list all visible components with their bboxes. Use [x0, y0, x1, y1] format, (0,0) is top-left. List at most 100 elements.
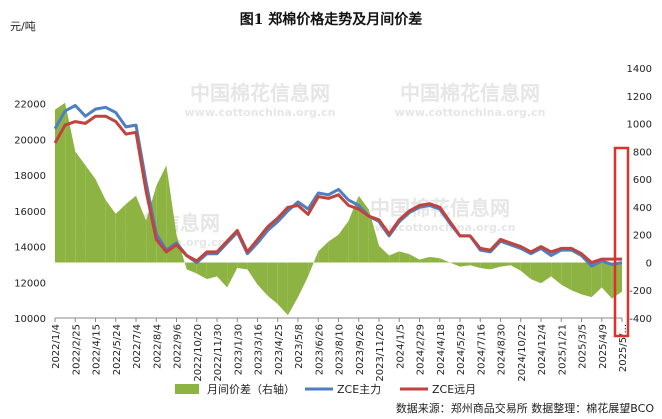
highlight-box [613, 146, 630, 338]
spread-bar [237, 262, 248, 270]
spread-bar [125, 195, 136, 263]
spread-bar [75, 151, 86, 263]
x-tick-label: 2023/6/26 [314, 324, 325, 375]
x-tick-label: 2024/5/29 [456, 324, 467, 375]
spread-bar [399, 251, 410, 263]
watermark-url: www.cottonchina.org.cn [185, 106, 336, 119]
spread-bar [298, 262, 309, 298]
right-tick-label: 200 [633, 231, 652, 242]
x-axis-ticks: 2022/1/4 2022/2/25 2022/4/15 2022/5/24 2022/… [51, 318, 629, 382]
spread-bar [510, 262, 521, 271]
spread-bar [85, 165, 96, 263]
right-tick-label: 0 [646, 258, 652, 269]
x-tick-label: 2022/2/25 [71, 324, 82, 375]
spread-bar [136, 195, 147, 263]
legend-label: ZCE远月 [432, 383, 476, 396]
watermark-text: 中国棉花信息网 [400, 81, 540, 105]
right-tick-label: 600 [633, 175, 652, 186]
spread-bar [267, 262, 278, 305]
spread-bar [368, 209, 379, 263]
spread-bar [439, 258, 450, 263]
left-tick-label: 20000 [14, 135, 46, 146]
spread-bar [611, 262, 622, 299]
spread-bar [460, 262, 471, 267]
price-lines [53, 104, 623, 268]
spread-bar [206, 262, 217, 280]
right-tick-label: 1000 [627, 120, 652, 131]
spread-bar [115, 204, 126, 263]
spread-bars [55, 102, 622, 316]
left-tick-label: 18000 [14, 171, 46, 182]
left-tick-label: 22000 [14, 100, 46, 111]
right-axis-ticks: -400 -200 0 200 400 600 800 1000 1200 1400 [627, 64, 652, 325]
spread-bar [277, 262, 288, 316]
source-note: 数据来源：郑州商品交易所 数据整理：棉花展望BCO [396, 401, 655, 415]
spread-bar [601, 262, 612, 299]
spread-bar [55, 102, 66, 263]
x-tick-label: 2024/4/18 [436, 324, 447, 375]
spread-bar [247, 262, 258, 285]
spread-bar [520, 262, 531, 280]
x-tick-label: 2022/1/4 [51, 324, 62, 369]
spread-bar [581, 262, 592, 298]
legend: 月间价差（右轴） ZCE主力 ZCE远月 [175, 382, 476, 396]
x-tick-label: 2024/10/22 [517, 324, 528, 382]
right-tick-label: -200 [629, 286, 652, 297]
spread-bar [176, 234, 187, 270]
watermark-url: www.cottonchina.org.cn [365, 221, 516, 234]
legend-swatch-spread [175, 384, 199, 394]
left-tick-label: 14000 [14, 243, 46, 254]
spread-bar [541, 262, 552, 284]
left-tick-label: 16000 [14, 207, 46, 218]
spread-bar [166, 165, 177, 263]
spread-bar [449, 262, 460, 267]
spread-bar [217, 262, 228, 288]
x-tick-label: 2022/4/15 [92, 324, 103, 375]
x-tick-label: 2023/5/8 [294, 324, 305, 369]
watermark-url: www.cottonchina.org.cn [395, 106, 546, 119]
spread-bar [530, 262, 541, 284]
x-tick-label: 2022/8/4 [152, 324, 163, 369]
watermark-text: 中国棉花信息网 [190, 81, 330, 105]
spread-bar [257, 262, 268, 296]
x-tick-label: 2022/10/20 [193, 324, 204, 382]
left-axis-ticks: 10000 12000 14000 16000 18000 20000 22000 [14, 100, 46, 325]
spread-bar [95, 179, 106, 263]
spread-bar [65, 102, 76, 263]
spread-bar [490, 262, 501, 270]
x-tick-label: 2024/1/5 [395, 324, 406, 369]
spread-bar [196, 262, 207, 280]
x-tick-label: 2022/7/4 [132, 324, 143, 369]
spread-bar [551, 262, 562, 285]
spread-bar [571, 262, 582, 295]
x-tick-label: 2023/9/26 [355, 324, 366, 375]
spread-bar [186, 262, 197, 274]
spread-bar [561, 262, 572, 291]
spread-bar [227, 262, 238, 288]
spread-bar [419, 256, 430, 263]
x-tick-label: 2023/11/20 [375, 324, 386, 382]
x-tick-label: 2025/5/... [618, 324, 629, 372]
x-tick-label: 2024/8/30 [497, 324, 508, 375]
x-tick-label: 2022/11/30 [213, 324, 224, 382]
x-tick-label: 2023/4/25 [274, 324, 285, 375]
spread-bar [308, 251, 319, 277]
spread-bar [389, 251, 400, 263]
spread-bar [591, 262, 602, 298]
spread-bar [409, 254, 420, 263]
x-tick-label: 2025/1/21 [557, 324, 568, 375]
right-tick-label: -400 [629, 314, 652, 325]
legend-label: 月间价差（右轴） [207, 382, 295, 396]
x-tick-label: 2024/2/29 [416, 324, 427, 375]
right-tick-label: 800 [633, 147, 652, 158]
left-axis-unit: 元/吨 [10, 20, 36, 33]
x-tick-label: 2023/3/16 [254, 324, 265, 375]
left-tick-label: 10000 [14, 314, 46, 325]
legend-label: ZCE主力 [337, 383, 381, 396]
spread-bar [338, 220, 349, 263]
x-tick-label: 2022/9/6 [173, 324, 184, 369]
spread-bar [318, 241, 329, 263]
spread-bar [328, 234, 339, 263]
spread-bar [429, 256, 440, 263]
chart-title: 图1 郑棉价格走势及月间价差 [240, 11, 423, 28]
